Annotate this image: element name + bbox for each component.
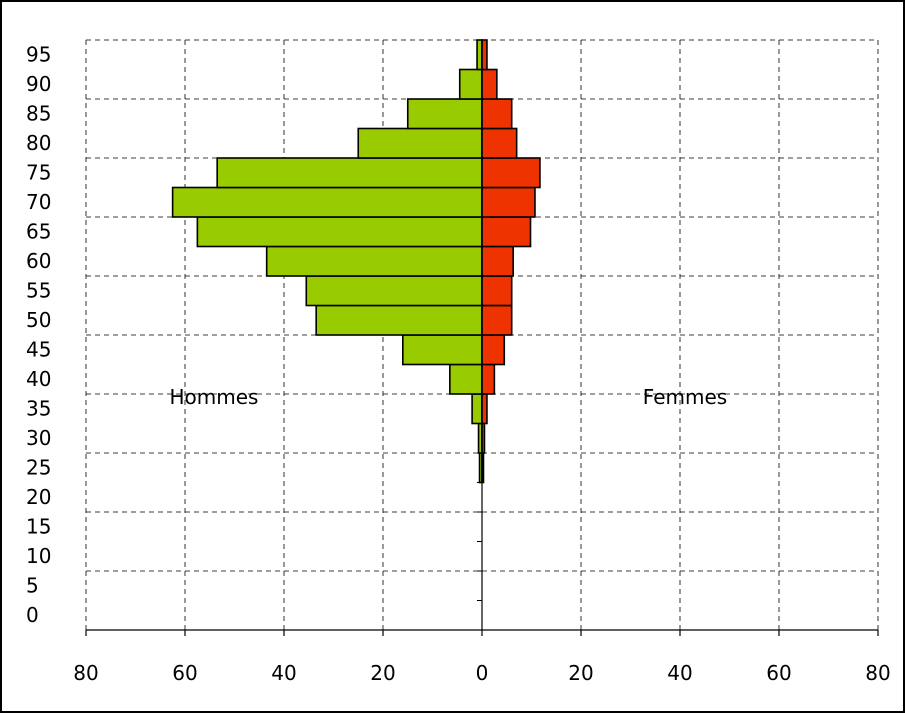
y-tick-label: 65 [26, 220, 51, 244]
x-tick-label: 0 [476, 661, 489, 685]
bar-hommes-45 [403, 335, 482, 365]
bar-hommes-35 [472, 394, 482, 424]
y-tick-label: 30 [26, 426, 51, 450]
y-tick-label: 10 [26, 544, 51, 568]
y-tick-label: 0 [26, 603, 39, 627]
y-tick-label: 70 [26, 190, 51, 214]
bar-femmes-85 [482, 99, 512, 129]
x-tick-label: 40 [271, 661, 296, 685]
y-tick-label: 50 [26, 308, 51, 332]
x-tick-label: 60 [172, 661, 197, 685]
y-tick-label: 90 [26, 72, 51, 96]
y-tick-label: 15 [26, 515, 51, 539]
bar-hommes-90 [460, 70, 482, 100]
axes [86, 40, 878, 636]
bar-femmes-50 [482, 306, 512, 336]
y-tick-label: 45 [26, 338, 51, 362]
bar-femmes-95 [482, 40, 487, 70]
bar-hommes-40 [450, 365, 482, 395]
bar-hommes-85 [408, 99, 482, 129]
y-tick-label: 80 [26, 131, 51, 155]
y-tick-label: 20 [26, 485, 51, 509]
y-tick-label: 85 [26, 102, 51, 126]
bar-hommes-50 [316, 306, 482, 336]
bar-hommes-55 [306, 276, 482, 306]
side-label-femmes: Femmes [643, 385, 727, 409]
bar-femmes-40 [482, 365, 494, 395]
x-tick-label: 60 [766, 661, 791, 685]
bar-hommes-70 [173, 188, 482, 218]
bar-femmes-80 [482, 129, 517, 159]
x-tick-label: 20 [370, 661, 395, 685]
bar-hommes-65 [197, 217, 482, 247]
y-tick-label: 60 [26, 249, 51, 273]
side-label-hommes: Hommes [170, 385, 259, 409]
x-tick-label: 40 [667, 661, 692, 685]
x-tick-label: 20 [568, 661, 593, 685]
y-tick-label: 95 [26, 43, 51, 67]
bar-femmes-75 [482, 158, 540, 188]
bar-femmes-35 [482, 394, 487, 424]
bar-hommes-75 [217, 158, 482, 188]
bars [173, 40, 540, 483]
bar-femmes-90 [482, 70, 497, 100]
y-tick-label: 55 [26, 279, 51, 303]
bar-femmes-70 [482, 188, 535, 218]
bar-femmes-60 [482, 247, 513, 277]
x-tick-labels: 80 60 40 20 0 20 40 60 80 [73, 661, 890, 685]
y-tick-labels: 0 5 10 15 20 25 30 35 40 45 50 55 60 65 70 75 80 85 90 95 [26, 43, 51, 628]
bar-hommes-60 [267, 247, 482, 277]
x-tick-label: 80 [865, 661, 890, 685]
y-tick-label: 25 [26, 456, 51, 480]
x-tick-label: 80 [73, 661, 98, 685]
y-tick-label: 35 [26, 397, 51, 421]
y-tick-label: 5 [26, 574, 39, 598]
bar-femmes-65 [482, 217, 531, 247]
bar-femmes-45 [482, 335, 504, 365]
y-tick-label: 40 [26, 367, 51, 391]
bar-femmes-55 [482, 276, 512, 306]
y-tick-label: 75 [26, 161, 51, 185]
bar-hommes-80 [358, 129, 482, 159]
